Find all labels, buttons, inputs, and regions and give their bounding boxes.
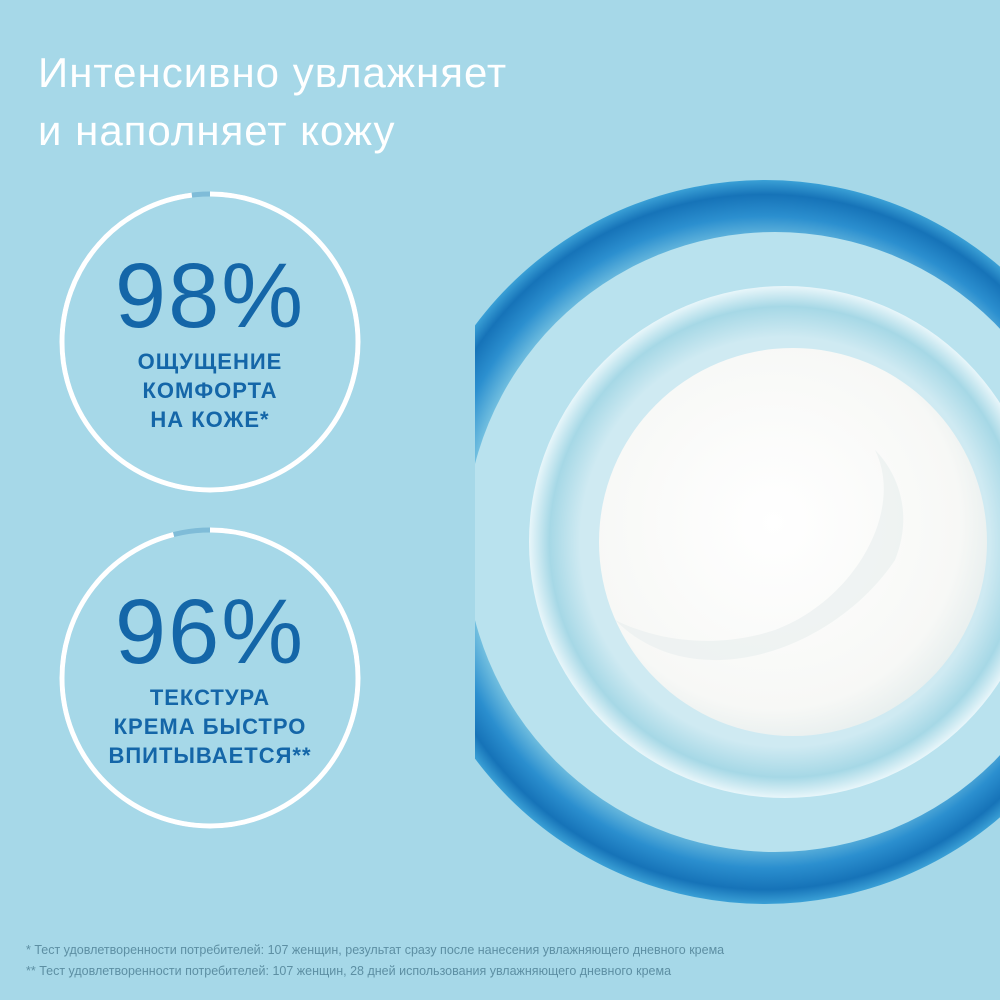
cream [599,348,987,736]
cream-swirl [615,450,904,661]
headline-line-2: и наполняет кожу [38,107,396,154]
stat-label-line: ВПИТЫВАЕТСЯ** [108,742,312,768]
stat-circle-comfort: 98% ОЩУЩЕНИЕ КОМФОРТА НА КОЖЕ* [58,190,362,494]
footnote: * Тест удовлетворенности потребителей: 1… [26,943,725,957]
headline: Интенсивно увлажняет и наполняет кожу [38,44,507,160]
stat-label-line: НА КОЖЕ* [150,406,270,432]
progress-ring [59,191,361,493]
stat-label-line: КРЕМА БЫСТРО [113,713,307,739]
ring-progress [59,527,361,829]
progress-ring [59,527,361,829]
stat-label: ОЩУЩЕНИЕ КОМФОРТА НА КОЖЕ* [138,347,283,434]
stat-value: 98% [114,244,306,347]
footnote: ** Тест удовлетворенности потребителей: … [26,964,672,978]
stat-value: 96% [114,580,306,683]
ring-progress [59,191,361,493]
stat-label-line: КОМФОРТА [142,377,278,403]
stat-label-line: ТЕКСТУРА [149,684,271,710]
stat-circle-absorption: 96% ТЕКСТУРА КРЕМА БЫСТРО ВПИТЫВАЕТСЯ** [58,526,362,830]
headline-line-1: Интенсивно увлажняет [38,49,508,96]
stat-label: ТЕКСТУРА КРЕМА БЫСТРО ВПИТЫВАЕТСЯ** [108,683,311,770]
stat-label-line: ОЩУЩЕНИЕ [137,348,283,374]
cream-jar-image [475,180,1000,904]
footnotes: * Тест удовлетворенности потребителей: 1… [26,940,724,982]
